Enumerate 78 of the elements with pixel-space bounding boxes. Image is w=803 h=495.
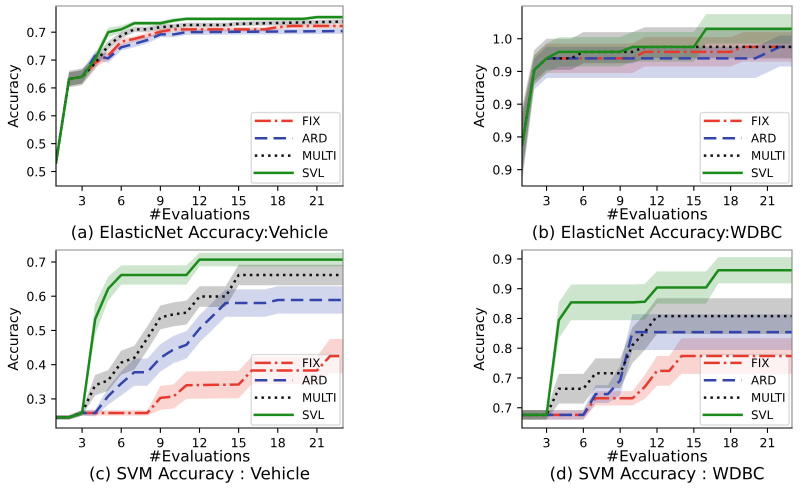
y-tick-label: 0.9 bbox=[493, 100, 512, 110]
x-tick-label: 15 bbox=[687, 196, 701, 206]
x-axis-title: #Evaluations bbox=[607, 450, 707, 462]
y-tick-label: 0.9 bbox=[493, 165, 512, 175]
x-tick-label: 21 bbox=[760, 196, 774, 206]
y-tick-label: 0.8 bbox=[493, 344, 512, 354]
y-tick-label: 0.7 bbox=[493, 373, 512, 383]
y-axis-title: Accuracy bbox=[474, 64, 487, 128]
legend-label: SVL bbox=[302, 410, 324, 420]
x-tick-label: 9 bbox=[616, 196, 624, 206]
x-tick-label: 3 bbox=[79, 196, 86, 206]
x-tick-label: 18 bbox=[724, 196, 738, 206]
y-tick-label: 0.4 bbox=[27, 360, 46, 370]
x-tick-label: 12 bbox=[192, 438, 206, 448]
x-tick-label: 12 bbox=[192, 196, 206, 206]
legend-label: ARD bbox=[302, 376, 327, 384]
y-tick-label: 0.9 bbox=[493, 284, 512, 294]
x-tick-label: 12 bbox=[650, 196, 664, 206]
x-tick-label: 15 bbox=[232, 196, 246, 206]
y-tick-label: 1.0 bbox=[494, 34, 512, 44]
x-tick-label: 21 bbox=[760, 438, 774, 448]
legend-label: MULTI bbox=[303, 393, 336, 402]
y-tick-label: 0.6 bbox=[27, 83, 46, 93]
x-axis-title: #Evaluations bbox=[150, 450, 250, 462]
x-axis-title: #Evaluations bbox=[150, 208, 250, 220]
legend-label: SVL bbox=[752, 168, 774, 178]
y-tick-label: 0.6 bbox=[27, 292, 46, 302]
y-tick-label: 0.3 bbox=[27, 394, 46, 404]
legend-label: FIX bbox=[752, 358, 770, 368]
x-tick-label: 9 bbox=[616, 438, 624, 448]
x-tick-label: 9 bbox=[157, 438, 164, 448]
y-tick-label: 0.5 bbox=[27, 166, 46, 176]
legend-label: FIX bbox=[752, 116, 770, 126]
x-tick-label: 6 bbox=[118, 438, 124, 448]
text: (c) SVM Accuracy : Vehicle bbox=[90, 466, 310, 483]
y-tick-label: 0.8 bbox=[493, 314, 512, 324]
text: (a) ElasticNet Accuracy:Vehicle bbox=[72, 225, 328, 242]
y-axis-title: Accuracy bbox=[474, 308, 487, 371]
legend-label: MULTI bbox=[752, 151, 784, 160]
x-tick-label: 3 bbox=[79, 438, 86, 448]
legend-label: SVL bbox=[752, 410, 774, 420]
x-tick-label: 3 bbox=[544, 196, 550, 206]
legend-label: FIX bbox=[303, 358, 320, 368]
text: (d) SVM Accuracy : WDBC bbox=[550, 466, 764, 483]
legend-label: MULTI bbox=[752, 393, 784, 402]
y-axis-title: Accuracy bbox=[8, 308, 21, 371]
legend-label: FIX bbox=[303, 116, 320, 126]
legend-label: ARD bbox=[751, 134, 776, 142]
x-tick-label: 3 bbox=[544, 438, 550, 448]
y-axis-title: Accuracy bbox=[8, 64, 21, 128]
y-tick-label: 0.7 bbox=[27, 56, 46, 65]
text: (b) ElasticNet Accuracy:WDBC bbox=[533, 225, 782, 242]
y-tick-label: 0.7 bbox=[27, 257, 46, 267]
x-tick-label: 6 bbox=[118, 196, 124, 206]
x-tick-label: 18 bbox=[271, 438, 285, 448]
x-tick-label: 18 bbox=[724, 438, 738, 448]
legend-label: ARD bbox=[751, 376, 776, 384]
y-tick-label: 0.9 bbox=[493, 132, 512, 142]
legend-label: SVL bbox=[302, 168, 324, 178]
y-tick-label: 0.6 bbox=[27, 111, 46, 121]
x-tick-label: 12 bbox=[650, 438, 664, 448]
x-axis-title: #Evaluations bbox=[607, 208, 707, 220]
x-tick-label: 6 bbox=[580, 196, 587, 206]
y-tick-label: 0.9 bbox=[493, 66, 512, 76]
legend-label: MULTI bbox=[303, 151, 336, 160]
y-tick-label: 0.5 bbox=[27, 139, 46, 149]
legend-label: ARD bbox=[302, 134, 327, 142]
x-tick-label: 15 bbox=[687, 438, 701, 448]
y-tick-label: 0.7 bbox=[27, 28, 46, 38]
x-tick-label: 6 bbox=[580, 438, 587, 448]
x-tick-label: 15 bbox=[232, 438, 246, 448]
y-tick-label: 0.9 bbox=[493, 254, 512, 264]
x-tick-label: 21 bbox=[310, 196, 324, 206]
x-tick-label: 18 bbox=[271, 196, 285, 206]
x-tick-label: 21 bbox=[310, 438, 324, 448]
y-tick-label: 0.7 bbox=[493, 403, 512, 413]
y-tick-label: 0.5 bbox=[27, 326, 46, 336]
x-tick-label: 9 bbox=[157, 196, 164, 206]
